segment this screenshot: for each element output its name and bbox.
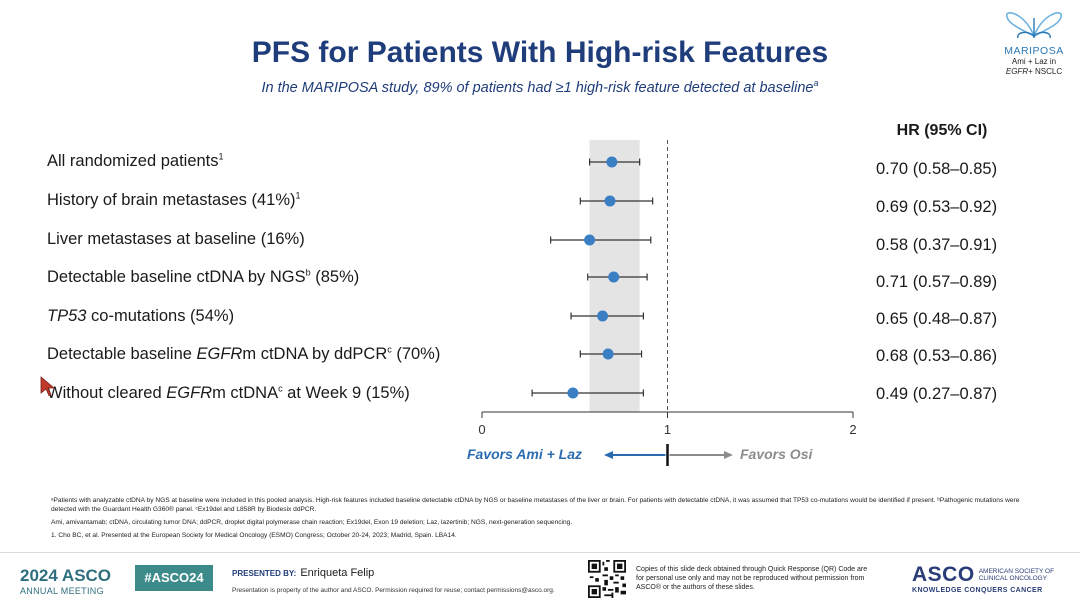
meeting-logo: 2024 ASCO ANNUAL MEETING	[20, 566, 111, 596]
row-label-text: Liver metastases at baseline (16%)	[47, 230, 305, 248]
row-label: Detectable baseline EGFRm ctDNA by ddPCR…	[47, 345, 440, 364]
hr-point	[602, 348, 614, 360]
footnote: ᵃPatients with analyzable ctDNA by NGS a…	[51, 497, 1020, 513]
favors-left-label: Favors Ami + Laz	[467, 446, 583, 462]
presented-note: Presentation is property of the author a…	[232, 587, 555, 594]
qr-note: Copies of this slide deck obtained throu…	[636, 566, 868, 591]
hr-point	[606, 156, 618, 168]
presented-by: PRESENTED BY: Enriqueta Felip	[232, 567, 374, 579]
x-tick-label: 0	[478, 422, 485, 437]
logo-line-2: EGFR+ NSCLC	[992, 67, 1076, 77]
hr-value: 0.58 (0.37–0.91)	[876, 236, 998, 254]
row-label-italic: EGFR	[196, 345, 243, 363]
logo-line-1: Ami + Laz in	[1011, 57, 1057, 66]
forest-plot: 0 1 2	[478, 140, 857, 466]
row-label: Liver metastases at baseline (16%)	[47, 230, 305, 249]
hr-point	[567, 387, 579, 399]
asco-side-text: AMERICAN SOCIETY OF CLINICAL ONCOLOGY	[979, 568, 1054, 582]
footer-divider	[0, 552, 1080, 553]
row-label-text-post: at Week 9 (15%)	[282, 384, 410, 402]
row-label-text-post: (85%)	[310, 268, 360, 286]
meeting-year: 2024 ASCO	[20, 566, 112, 585]
meeting-sub: ANNUAL MEETING	[20, 586, 104, 596]
hr-value: 0.69 (0.53–0.92)	[876, 198, 998, 216]
row-label-italic: EGFR	[166, 384, 213, 402]
hr-column-header: HR (95% CI)	[896, 122, 988, 139]
row-label-text-mid: m ctDNA by ddPCR	[242, 345, 388, 363]
hr-point	[604, 195, 616, 207]
hr-value: 0.65 (0.48–0.87)	[876, 310, 998, 328]
hashtag-badge: #ASCO24	[135, 565, 213, 591]
hr-point	[584, 234, 596, 246]
row-label-text: Without cleared	[47, 384, 167, 402]
favors-left-arrowhead	[604, 451, 613, 459]
row-label-italic: TP53	[47, 307, 87, 325]
favors-right-label: Favors Osi	[740, 446, 813, 462]
row-label-text: All randomized patients	[47, 152, 219, 170]
presented-by-label: PRESENTED BY:	[232, 569, 297, 578]
row-label-text-post: (70%)	[391, 345, 441, 363]
asco-tagline: KNOWLEDGE CONQUERS CANCER	[912, 587, 1043, 594]
butterfly-icon	[1006, 12, 1062, 39]
presenter-name: Enriqueta Felip	[300, 567, 375, 579]
x-tick-label: 1	[664, 422, 671, 437]
footnote: 1. Cho BC, et al. Presented at the Europ…	[51, 532, 457, 539]
hr-value: 0.68 (0.53–0.86)	[876, 347, 998, 365]
row-label-sup: 1	[295, 190, 301, 201]
cursor-arrow-icon	[40, 376, 56, 396]
x-tick-label: 2	[849, 422, 856, 437]
row-label-sup: b	[305, 267, 311, 278]
logo-name: MARIPOSA	[1004, 45, 1064, 57]
qr-code-icon	[588, 560, 626, 598]
mariposa-logo: MARIPOSA Ami + Laz in EGFR+ NSCLC	[992, 6, 1076, 77]
row-label-text: co-mutations (54%)	[86, 307, 235, 325]
subtitle-text: In the MARIPOSA study, 89% of patients h…	[261, 80, 814, 96]
row-label-text: Detectable baseline	[47, 345, 197, 363]
slide-subtitle: In the MARIPOSA study, 89% of patients h…	[0, 78, 1080, 96]
subtitle-footnote-mark: a	[813, 78, 819, 89]
row-label: Detectable baseline ctDNA by NGSb (85%)	[47, 268, 359, 287]
hr-value: 0.49 (0.27–0.87)	[876, 385, 998, 403]
row-label-text: Detectable baseline ctDNA by NGS	[47, 268, 306, 286]
row-label-sup: 1	[218, 151, 224, 162]
asco-side-1: AMERICAN SOCIETY OF	[978, 568, 1055, 575]
asco-wordmark: ASCO	[912, 563, 975, 586]
asco-side-2: CLINICAL ONCOLOGY	[978, 575, 1048, 582]
slide-title: PFS for Patients With High-risk Features	[251, 36, 829, 69]
footnote: Ami, amivantamab; ctDNA, circulating tum…	[51, 519, 573, 526]
row-label-sup: c	[387, 344, 392, 355]
favors-right-arrowhead	[724, 451, 733, 459]
row-label-sup: c	[278, 383, 283, 394]
row-label: All randomized patients1	[47, 152, 224, 171]
hr-value: 0.71 (0.57–0.89)	[876, 273, 998, 291]
asco-logo: ASCO AMERICAN SOCIETY OF CLINICAL ONCOLO…	[912, 563, 1054, 594]
logo-line-2-italic: EGFR	[1005, 67, 1029, 76]
logo-line-2-rest: + NSCLC	[1028, 67, 1063, 76]
hr-point	[608, 271, 620, 283]
footnotes: ᵃPatients with analyzable ctDNA by NGS a…	[51, 496, 1041, 544]
hr-point	[597, 310, 609, 322]
hr-value: 0.70 (0.58–0.85)	[876, 160, 998, 178]
row-label: TP53 co-mutations (54%)	[47, 307, 234, 326]
row-label-text-mid: m ctDNA	[212, 384, 279, 402]
row-label: History of brain metastases (41%)1	[47, 191, 301, 210]
row-label-text: History of brain metastases (41%)	[47, 191, 296, 209]
row-label: Without cleared EGFRm ctDNAc at Week 9 (…	[47, 384, 410, 403]
